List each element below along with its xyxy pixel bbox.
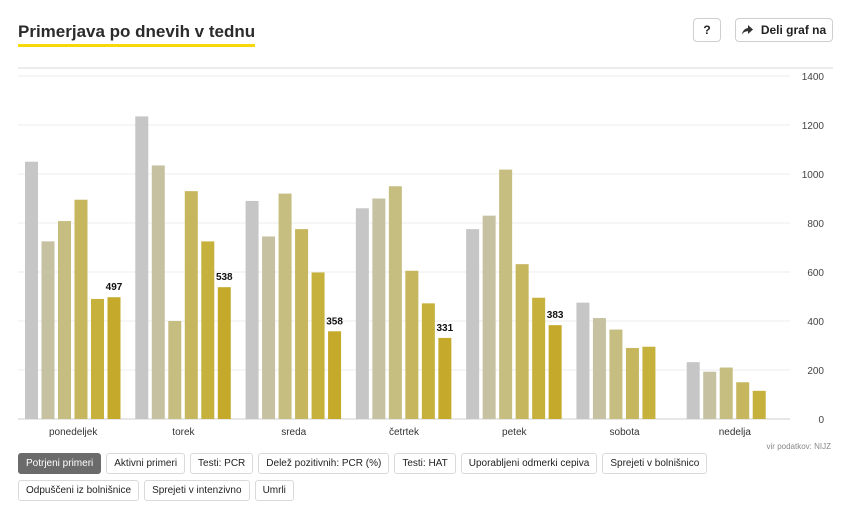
x-category-label: sobota [610,427,640,438]
metric-tab[interactable]: Odpuščeni iz bolnišnice [18,480,140,501]
bar [609,329,623,419]
metric-tab[interactable]: Potrjeni primeri [18,453,102,474]
bar [703,371,717,419]
y-tick-label: 0 [818,415,824,426]
metric-tab[interactable]: Uporabljeni odmerki cepiva [460,453,598,474]
bar [184,191,198,419]
x-category-label: sreda [281,427,306,438]
x-category-label: petek [502,427,527,438]
data-label: 538 [216,272,233,283]
bar [278,193,292,419]
bar [499,169,513,419]
bar [421,303,435,419]
x-category-label: nedelja [719,427,752,438]
data-label: 358 [326,316,343,327]
bar-chart: 0 200 400 600 800 1000 1200 1400 497 ponedeljek 53… [18,67,833,438]
y-tick-label: 600 [807,268,824,279]
share-button-label: Deli graf na [760,23,827,37]
chart-title: Primerjava po dnevih v tednu [18,22,256,47]
bar [515,264,529,419]
bar [25,161,38,419]
bar [548,325,562,419]
bar [405,270,419,419]
bar [295,229,309,419]
metric-tab[interactable]: Testi: PCR [190,453,254,474]
x-category-label: torek [172,427,195,438]
share-arrow-icon [741,25,753,35]
bar [576,302,590,419]
y-tick-label: 1200 [802,121,825,132]
bar [262,236,276,419]
y-tick-label: 200 [807,366,824,377]
bar [752,390,766,419]
bar [372,198,386,419]
bar [355,208,369,419]
metric-tab[interactable]: Aktivni primeri [106,453,186,474]
bar [217,287,231,419]
metric-tab[interactable]: Sprejeti v intenzivno [144,480,250,501]
metric-tab[interactable]: Sprejeti v bolnišnico [602,453,708,474]
data-label: 383 [547,310,564,321]
y-tick-label: 1400 [802,72,825,83]
bar [642,346,656,419]
bar [58,221,71,419]
bar [388,186,402,419]
bar [91,298,104,419]
bar [151,165,165,419]
data-source: vir podatkov: NIJZ [766,442,831,451]
y-tick-label: 800 [807,219,824,230]
data-label: 497 [106,282,123,293]
metric-tab[interactable]: Umrli [254,480,294,501]
bar [532,297,546,419]
bar [625,347,639,419]
bar [168,321,182,419]
bar [686,362,700,419]
bar [107,297,121,419]
bar [438,337,452,419]
bar [592,318,606,419]
metric-tab[interactable]: Delež pozitivnih: PCR (%) [258,453,390,474]
bar [135,116,149,420]
x-category-label: ponedeljek [49,427,98,438]
bar [328,331,342,419]
data-label: 331 [437,323,454,334]
metric-tab[interactable]: Testi: HAT [394,453,456,474]
bar [74,199,88,419]
share-button[interactable]: Deli graf na [735,18,833,42]
bar [201,241,215,419]
bar [245,200,259,419]
help-button[interactable]: ? [693,18,721,42]
bar [466,229,480,419]
x-category-label: četrtek [389,427,420,438]
metric-tabs: Potrjeni primeri Aktivni primeri Testi: PC… [18,453,818,501]
bar [41,241,55,419]
bar [736,382,750,419]
y-tick-label: 1000 [802,170,825,181]
y-tick-label: 400 [807,317,824,328]
bar [482,215,496,419]
bar [719,367,733,419]
bar [311,272,325,419]
